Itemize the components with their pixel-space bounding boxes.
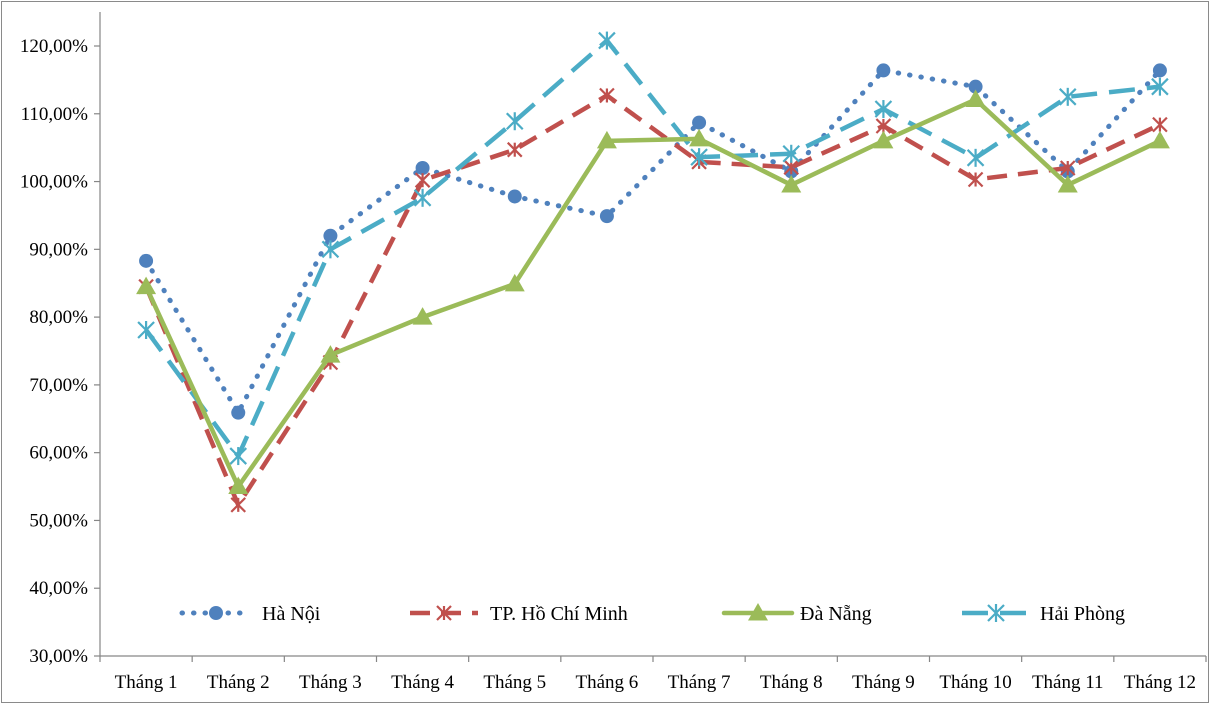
- data-point: [137, 320, 155, 339]
- x-axis-ticks: Tháng 1 Tháng 2 Tháng 3 Tháng 4 Tháng 5 Tháng…: [99, 656, 1207, 693]
- data-point: [596, 130, 617, 149]
- data-point: [1149, 130, 1170, 149]
- data-point: [228, 476, 249, 495]
- data-point: [139, 253, 154, 268]
- data-point: [136, 276, 157, 295]
- legend-marker: [987, 604, 1005, 622]
- x-tick-label: Tháng 3: [299, 672, 362, 693]
- data-point: [598, 31, 616, 50]
- series-line: [143, 97, 1163, 489]
- data-point: [320, 345, 341, 363]
- x-tick-label: Tháng 2: [207, 672, 270, 693]
- data-point: [1152, 63, 1167, 78]
- data-point: [968, 79, 983, 94]
- data-point: [323, 228, 338, 243]
- y-tick-label: 80,00%: [29, 307, 88, 328]
- x-tick-label: Tháng 9: [852, 672, 915, 693]
- legend-label: TP. Hồ Chí Minh: [490, 603, 628, 625]
- data-point: [781, 174, 802, 193]
- series-0: [139, 63, 1167, 420]
- y-tick-label: 100,00%: [20, 172, 88, 193]
- data-point: [506, 141, 523, 158]
- data-point: [692, 115, 707, 130]
- legend: Hà Nội TP. Hồ Chí Minh Đà Nẵng Hải Phòng: [179, 603, 1125, 625]
- data-point: [505, 112, 524, 131]
- legend-item: TP. Hồ Chí Minh: [410, 603, 628, 625]
- x-tick-label: Tháng 4: [391, 672, 454, 693]
- data-point: [875, 118, 892, 134]
- x-tick-label: Tháng 11: [1032, 672, 1104, 693]
- legend-label: Hải Phòng: [1040, 603, 1125, 625]
- legend-marker: [748, 603, 768, 621]
- x-tick-label: Tháng 6: [576, 672, 639, 693]
- data-point: [413, 188, 432, 207]
- data-point: [876, 63, 891, 78]
- legend-marker: [436, 605, 452, 621]
- legend-item: Đà Nẵng: [721, 603, 872, 625]
- data-point: [599, 87, 615, 104]
- data-point: [229, 447, 248, 466]
- y-tick-label: 50,00%: [29, 510, 88, 531]
- data-point: [965, 89, 986, 108]
- y-tick-label: 40,00%: [29, 578, 88, 599]
- data-point: [414, 172, 431, 188]
- y-tick-label: 120,00%: [20, 36, 88, 57]
- x-tick-label: Tháng 5: [483, 672, 546, 693]
- y-tick-label: 90,00%: [29, 239, 88, 260]
- data-point: [874, 100, 893, 119]
- data-point: [782, 144, 801, 163]
- y-axis-ticks: 30,00% 40,00% 50,00% 60,00% 70,00% 80,00% 90,0…: [20, 36, 100, 667]
- data-point: [507, 189, 522, 204]
- legend-label: Hà Nội: [262, 603, 321, 625]
- y-tick-label: 60,00%: [29, 443, 88, 464]
- y-tick-label: 70,00%: [29, 375, 88, 396]
- axes: [99, 12, 1206, 657]
- series-2: [136, 89, 1170, 495]
- series-line: [144, 93, 1161, 508]
- data-point: [1058, 87, 1077, 106]
- data-point: [321, 240, 340, 259]
- y-tick-label: 110,00%: [21, 104, 89, 125]
- series-layer: [136, 31, 1170, 513]
- data-point: [1152, 116, 1168, 133]
- x-tick-label: Tháng 12: [1124, 672, 1196, 693]
- y-tick-label: 30,00%: [29, 646, 88, 667]
- data-point: [504, 273, 525, 292]
- x-tick-label: Tháng 7: [668, 672, 731, 693]
- data-point: [599, 209, 614, 224]
- series-line: [143, 67, 1163, 416]
- data-point: [1059, 160, 1076, 176]
- legend-item: Hà Nội: [179, 603, 321, 625]
- data-point: [1151, 77, 1169, 96]
- series-1: [138, 87, 1168, 513]
- data-point: [412, 307, 433, 325]
- data-point: [689, 128, 710, 147]
- legend-marker: [209, 606, 223, 620]
- x-tick-label: Tháng 1: [115, 672, 178, 693]
- data-point: [1057, 174, 1078, 193]
- legend-item: Hải Phòng: [962, 603, 1125, 625]
- series-3: [137, 31, 1169, 466]
- data-point: [967, 171, 984, 188]
- data-point: [690, 148, 708, 167]
- data-point: [966, 148, 985, 167]
- x-tick-label: Tháng 8: [760, 672, 823, 693]
- data-point: [231, 405, 246, 420]
- data-point: [873, 130, 894, 149]
- data-point: [230, 497, 247, 513]
- data-point: [415, 161, 430, 175]
- series-line: [144, 38, 1161, 459]
- legend-label: Đà Nẵng: [800, 603, 872, 625]
- x-tick-label: Tháng 10: [939, 672, 1011, 693]
